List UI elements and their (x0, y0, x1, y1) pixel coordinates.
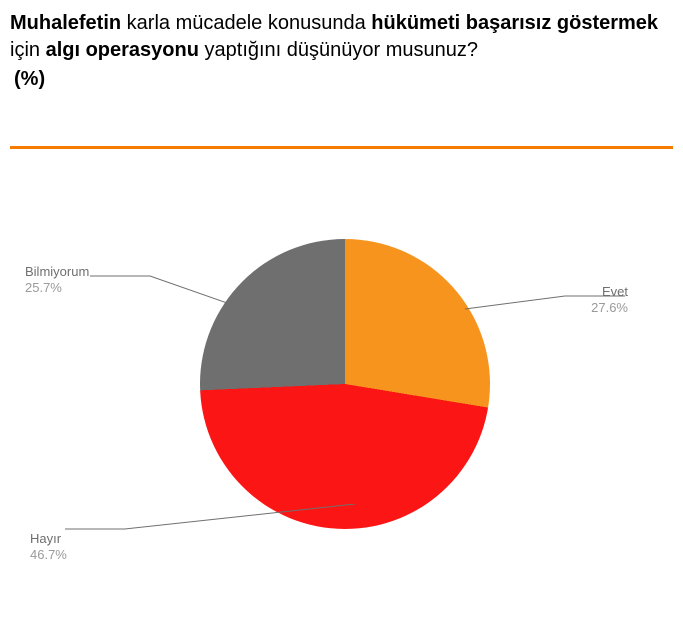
label-hayir-name: Hayır (30, 531, 67, 547)
title-bold-1: Muhalefetin (10, 12, 121, 34)
chart-title: Muhalefetin karla mücadele konusunda hük… (10, 10, 673, 64)
label-evet: Evet 27.6% (591, 284, 628, 317)
label-bilmiyorum: Bilmiyorum 25.7% (25, 264, 89, 297)
label-hayir-value: 46.7% (30, 547, 67, 563)
label-evet-value: 27.6% (591, 300, 628, 316)
title-bold-2: hükümeti başarısız göstermek (371, 12, 658, 34)
leader-bilmiyorum (90, 274, 230, 304)
title-text-3: yaptığını düşünüyor musunuz? (199, 39, 478, 61)
pie-disc (200, 239, 490, 529)
label-bilmiyorum-value: 25.7% (25, 280, 89, 296)
title-bold-3: algı operasyonu (46, 39, 199, 61)
pie-chart: Evet 27.6% Hayır 46.7% Bilmiyorum 25.7% (10, 169, 673, 589)
title-text-1: karla mücadele konusunda (121, 12, 371, 34)
label-evet-name: Evet (591, 284, 628, 300)
leader-hayir (65, 504, 355, 534)
section-divider (10, 146, 673, 149)
label-hayir: Hayır 46.7% (30, 531, 67, 564)
percent-caption: (%) (10, 68, 673, 91)
title-text-2: için (10, 39, 46, 61)
label-bilmiyorum-name: Bilmiyorum (25, 264, 89, 280)
